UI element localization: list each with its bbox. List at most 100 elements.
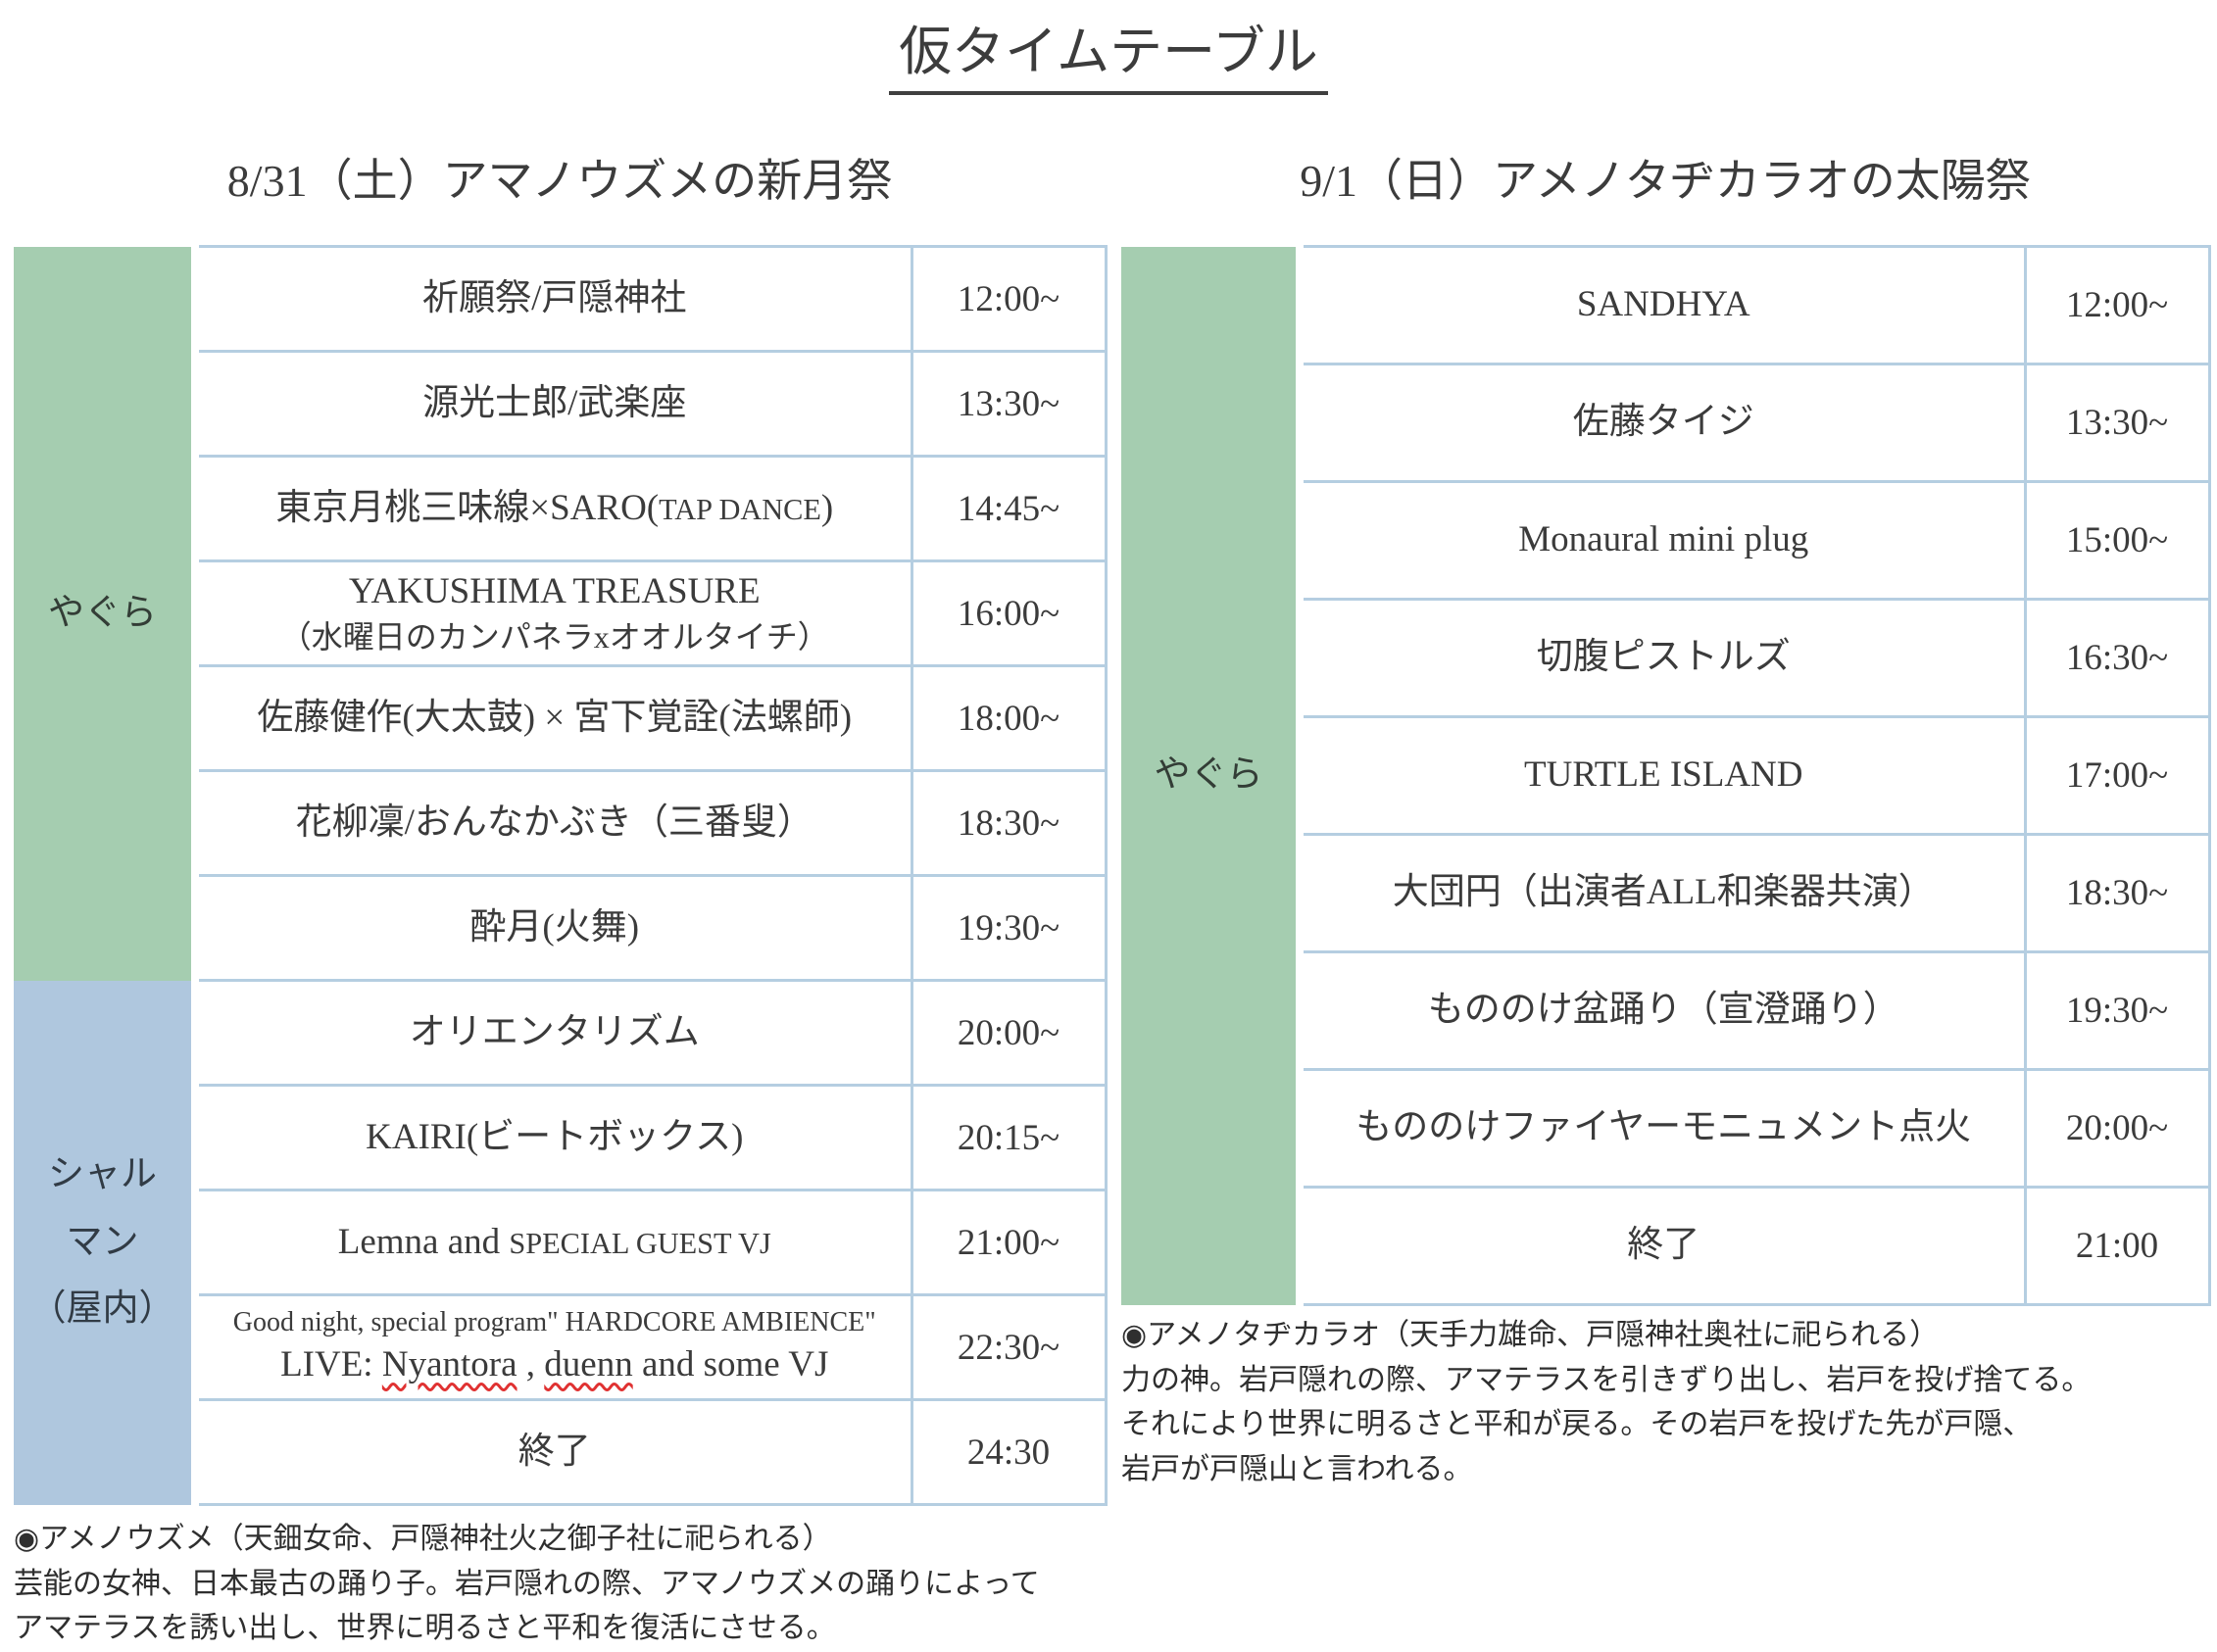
act-line: 花柳凜/おんなかぶき（三番叟）: [295, 802, 813, 843]
stage-label: やぐら: [1154, 754, 1263, 796]
time-cell: 13:30~: [910, 350, 1108, 458]
act-cell: 切腹ピストルズ: [1298, 598, 2027, 718]
act-cell: TURTLE ISLAND: [1298, 715, 2027, 836]
note-line: 力の神。岩戸隠れの際、アマテラスを引きずり出し、岩戸を投げ捨てる。: [1121, 1363, 2092, 1396]
act-line: YAKUSHIMA TREASURE: [348, 571, 761, 612]
note-line: 芸能の女神、日本最古の踊り子。岩戸隠れの際、アマノウズメの踊りによって: [14, 1567, 1040, 1600]
act-text-segment: LIVE:: [280, 1344, 382, 1385]
act-cell: 酔月(火舞): [193, 874, 913, 982]
act-cell: もののけファイヤーモニュメント点火: [1298, 1068, 2027, 1189]
act-line: 佐藤健作(大太鼓) × 宮下覚詮(法螺師): [257, 697, 853, 738]
time-cell: 17:00~: [2023, 715, 2211, 836]
act-line: KAIRI(ビートボックス): [366, 1116, 744, 1157]
act-cell: KAIRI(ビートボックス): [193, 1084, 913, 1191]
table-row: やぐら SANDHYA 12:00~: [1121, 245, 2211, 1305]
act-line: Lemna and SPECIAL GUEST VJ: [199, 1219, 911, 1267]
act-cell: 祈願祭/戸隠神社: [193, 245, 913, 353]
table-row: Good night, special program" HARDCORE AM…: [14, 1293, 1108, 1401]
time-cell: 21:00: [2023, 1186, 2211, 1306]
act-line: （水曜日のカンパネラxオオルタイチ）: [279, 619, 829, 656]
act-cell: 終了: [1298, 1186, 2027, 1306]
stage-cell: やぐら: [14, 246, 199, 981]
table-row: もののけファイヤーモニュメント点火 20:00~: [1121, 1068, 2211, 1189]
act-cell: 終了: [193, 1398, 913, 1506]
time-cell: 16:00~: [910, 559, 1108, 667]
stage-label: やぐら: [48, 592, 157, 633]
act-line: TURTLE ISLAND: [1524, 754, 1803, 796]
table-row: 酔月(火舞) 19:30~: [14, 874, 1108, 982]
act-cell: 佐藤健作(大太鼓) × 宮下覚詮(法螺師): [193, 664, 913, 772]
time-cell: 15:00~: [2023, 480, 2211, 601]
table-row: 佐藤健作(大太鼓) × 宮下覚詮(法螺師) 18:00~: [14, 664, 1108, 772]
act-line: SANDHYA: [1576, 284, 1750, 325]
time-cell: 20:15~: [910, 1084, 1108, 1191]
act-cell: 佐藤タイジ: [1298, 363, 2027, 483]
act-line: 大団円（出演者ALL和楽器共演）: [1392, 872, 1935, 913]
day2-timetable-body: やぐら SANDHYA 12:00~ 佐藤タイジ 13:30~ Monaural mini…: [1121, 245, 2211, 1306]
act-line: もののけ盆踊り（宣澄踊り）: [1427, 990, 1899, 1031]
time-cell: 18:30~: [910, 769, 1108, 877]
act-cell: SANDHYA: [1298, 245, 2027, 365]
time-cell: 22:30~: [910, 1293, 1108, 1401]
act-text-segment: Lemna and: [337, 1221, 510, 1262]
stage-label: マン: [66, 1221, 139, 1262]
table-row: 源光士郎/武楽座 13:30~: [14, 350, 1108, 458]
act-line: Monaural mini plug: [1518, 519, 1809, 560]
time-cell: 19:30~: [2023, 950, 2211, 1071]
act-text-segment: 東京月桃三味線×SARO(: [275, 487, 660, 528]
table-row: Lemna and SPECIAL GUEST VJ 21:00~: [14, 1189, 1108, 1296]
table-row: YAKUSHIMA TREASURE （水曜日のカンパネラxオオルタイチ） 16:0…: [14, 559, 1108, 667]
table-row: 終了 21:00: [1121, 1186, 2211, 1306]
act-line: Good night, special program" HARDCORE AM…: [232, 1307, 876, 1338]
stage-label: （屋内）: [29, 1288, 175, 1330]
spellcheck-underlined-text: Nyantora: [381, 1344, 517, 1385]
act-text-segment: SPECIAL GUEST VJ: [509, 1226, 771, 1260]
table-row: シャル マン （屋内） オリエンタリズム 20:00~: [14, 979, 1108, 1505]
act-line: 源光士郎/武楽座: [422, 382, 687, 423]
act-cell: Lemna and SPECIAL GUEST VJ: [193, 1189, 913, 1296]
amanouzume-note: ◉アメノウズメ（天鈿女命、戸隠神社火之御子社に祀られる） 芸能の女神、日本最古の踊…: [14, 1517, 1141, 1651]
act-line: 終了: [517, 1431, 591, 1472]
table-row: 切腹ピストルズ 16:30~: [1121, 598, 2211, 718]
stage-label: シャル: [48, 1154, 157, 1195]
time-cell: 14:45~: [910, 455, 1108, 562]
act-text-segment: ): [820, 487, 834, 528]
act-cell: 源光士郎/武楽座: [193, 350, 913, 458]
note-line: アマテラスを誘い出し、世界に明るさと平和を復活にさせる。: [14, 1612, 836, 1645]
act-line: オリエンタリズム: [409, 1011, 700, 1052]
time-cell: 12:00~: [2023, 245, 2211, 365]
day1-timetable-body: やぐら 祈願祭/戸隠神社 12:00~ 源光士郎/武楽座 13:30~ 東京月桃三味線×S…: [14, 245, 1108, 1506]
act-text-segment: and some VJ: [632, 1344, 829, 1385]
day1-header: 8/31（土）アマノウズメの新月祭: [226, 156, 893, 206]
table-row: 佐藤タイジ 13:30~: [1121, 363, 2211, 483]
act-text-segment: TAP DANCE: [659, 492, 821, 526]
time-cell: 18:00~: [910, 664, 1108, 772]
act-line: 祈願祭/戸隠神社: [422, 277, 687, 318]
spellcheck-underlined-text: duenn: [544, 1344, 633, 1385]
note-line: 岩戸が戸隠山と言われる。: [1121, 1452, 1473, 1485]
act-cell: Good night, special program" HARDCORE AM…: [193, 1293, 913, 1401]
page-title-text: 仮タイムテーブル: [889, 8, 1328, 95]
act-cell: 東京月桃三味線×SARO(TAP DANCE): [193, 455, 913, 562]
note-line: それにより世界に明るさと平和が戻る。その岩戸を投げた先が戸隠、: [1121, 1408, 2033, 1441]
table-row: 終了 24:30: [14, 1398, 1108, 1506]
time-cell: 21:00~: [910, 1189, 1108, 1296]
stage-cell: シャルマン （屋内）: [14, 980, 199, 1505]
act-line: 終了: [1627, 1225, 1700, 1266]
act-line: 東京月桃三味線×SARO(TAP DANCE): [199, 485, 911, 533]
table-row: やぐら 祈願祭/戸隠神社 12:00~: [14, 245, 1108, 981]
stage-cell: やぐら: [1121, 246, 1304, 1305]
table-row: KAIRI(ビートボックス) 20:15~: [14, 1084, 1108, 1191]
table-row: TURTLE ISLAND 17:00~: [1121, 715, 2211, 836]
act-line: LIVE: Nyantora , duenn and some VJ: [199, 1341, 911, 1389]
note-line: ◉アメノウズメ（天鈿女命、戸隠神社火之御子社に祀られる）: [14, 1523, 832, 1555]
act-line: 佐藤タイジ: [1572, 402, 1754, 443]
act-line: もののけファイヤーモニュメント点火: [1355, 1107, 1972, 1148]
day1-timetable: やぐら 祈願祭/戸隠神社 12:00~ 源光士郎/武楽座 13:30~ 東京月桃三味線×S…: [14, 245, 1108, 1506]
act-cell: 大団円（出演者ALL和楽器共演）: [1298, 833, 2027, 953]
day2-header: 9/1（日）アメノタヂカラオの太陽祭: [1300, 156, 2031, 206]
amenotajikarao-note: ◉アメノタヂカラオ（天手力雄命、戸隠神社奥社に祀られる） 力の神。岩戸隠れの際、ア…: [1121, 1313, 2217, 1491]
act-line: 切腹ピストルズ: [1536, 637, 1791, 678]
act-cell: オリエンタリズム: [193, 979, 913, 1087]
